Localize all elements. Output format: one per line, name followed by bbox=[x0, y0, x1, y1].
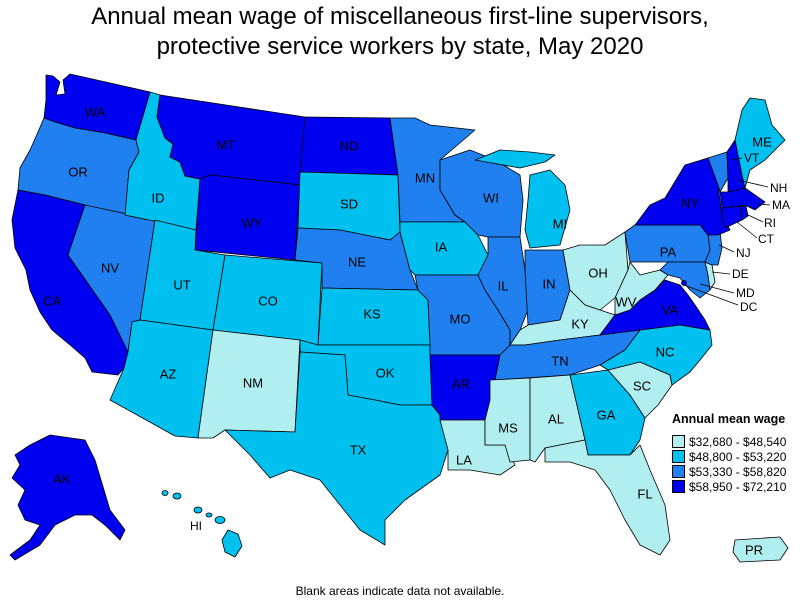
state-CT[interactable] bbox=[721, 205, 743, 229]
state-HI[interactable] bbox=[161, 490, 243, 558]
map-title-line-2: protective service workers by state, May… bbox=[156, 33, 644, 60]
label-KY: KY bbox=[571, 316, 589, 331]
label-AK: AK bbox=[53, 471, 71, 486]
label-WI: WI bbox=[483, 190, 499, 205]
state-FL[interactable] bbox=[544, 439, 671, 556]
state-MI[interactable] bbox=[474, 149, 571, 249]
label-MN: MN bbox=[415, 170, 435, 185]
label-KS: KS bbox=[363, 306, 381, 321]
label-CA: CA bbox=[43, 293, 61, 308]
label-WA: WA bbox=[85, 104, 106, 119]
state-NE[interactable] bbox=[294, 227, 419, 291]
legend-item-1: $32,680 - $48,540 bbox=[672, 434, 800, 449]
label-NM: NM bbox=[243, 375, 263, 390]
label-NJ: NJ bbox=[736, 246, 751, 260]
label-MD: MD bbox=[736, 286, 755, 300]
legend-label-4: $58,950 - $72,210 bbox=[689, 479, 787, 494]
legend-label-3: $53,330 - $58,820 bbox=[689, 464, 787, 479]
legend-swatch-4 bbox=[672, 480, 685, 493]
state-IL[interactable] bbox=[477, 236, 529, 346]
state-NJ[interactable] bbox=[704, 231, 723, 266]
state-DC[interactable] bbox=[681, 280, 687, 286]
legend-item-3: $53,330 - $58,820 bbox=[672, 464, 800, 479]
state-AK[interactable] bbox=[9, 434, 126, 561]
legend-item-2: $48,800 - $53,220 bbox=[672, 449, 800, 464]
legend: Annual mean wage $32,680 - $48,540 $48,8… bbox=[672, 412, 800, 494]
label-AL: AL bbox=[548, 411, 564, 426]
label-DC: DC bbox=[740, 300, 758, 314]
legend-label-1: $32,680 - $48,540 bbox=[689, 434, 787, 449]
label-IA: IA bbox=[435, 239, 448, 254]
label-AR: AR bbox=[452, 376, 470, 391]
label-FL: FL bbox=[637, 486, 652, 501]
label-MA: MA bbox=[772, 198, 790, 212]
label-LA: LA bbox=[456, 452, 472, 467]
legend-swatch-3 bbox=[672, 465, 685, 478]
state-RI[interactable] bbox=[739, 205, 749, 221]
label-PR: PR bbox=[745, 542, 763, 557]
label-OR: OR bbox=[68, 164, 88, 179]
label-HI: HI bbox=[190, 519, 202, 533]
label-NH: NH bbox=[770, 181, 787, 195]
label-SC: SC bbox=[633, 378, 651, 393]
label-IL: IL bbox=[498, 278, 509, 293]
state-ME[interactable] bbox=[734, 97, 786, 189]
legend-label-2: $48,800 - $53,220 bbox=[689, 449, 787, 464]
legend-swatch-1 bbox=[672, 435, 685, 448]
state-NY[interactable] bbox=[634, 157, 731, 236]
label-AZ: AZ bbox=[160, 366, 177, 381]
label-SD: SD bbox=[340, 196, 358, 211]
label-ME: ME bbox=[752, 134, 772, 149]
label-WV: WV bbox=[616, 294, 637, 309]
label-RI: RI bbox=[764, 216, 776, 230]
state-VT[interactable] bbox=[707, 151, 729, 193]
label-NV: NV bbox=[101, 260, 119, 275]
label-NE: NE bbox=[348, 254, 366, 269]
map-title-line-1: Annual mean wage of miscellaneous first-… bbox=[91, 3, 709, 30]
state-WY[interactable] bbox=[194, 174, 301, 261]
label-NC: NC bbox=[656, 344, 675, 359]
label-NY: NY bbox=[681, 195, 699, 210]
label-UT: UT bbox=[173, 277, 190, 292]
label-MS: MS bbox=[498, 420, 518, 435]
label-OK: OK bbox=[376, 365, 395, 380]
label-CT: CT bbox=[758, 232, 775, 246]
legend-swatch-2 bbox=[672, 450, 685, 463]
label-CO: CO bbox=[258, 293, 278, 308]
label-OH: OH bbox=[588, 265, 608, 280]
label-TX: TX bbox=[350, 442, 367, 457]
label-DE: DE bbox=[732, 267, 749, 281]
label-ID: ID bbox=[152, 190, 165, 205]
legend-title: Annual mean wage bbox=[672, 412, 786, 426]
label-IN: IN bbox=[543, 276, 556, 291]
label-GA: GA bbox=[597, 407, 616, 422]
label-VA: VA bbox=[662, 302, 679, 317]
label-ND: ND bbox=[340, 138, 359, 153]
label-VT: VT bbox=[744, 151, 760, 165]
state-TX[interactable] bbox=[224, 351, 449, 546]
state-PR[interactable] bbox=[732, 536, 789, 563]
label-MT: MT bbox=[217, 137, 236, 152]
label-TN: TN bbox=[551, 353, 568, 368]
label-WY: WY bbox=[242, 215, 263, 230]
label-MI: MI bbox=[553, 216, 567, 231]
label-PA: PA bbox=[660, 244, 677, 259]
legend-item-4: $58,950 - $72,210 bbox=[672, 479, 800, 494]
label-leader-lines bbox=[683, 157, 771, 306]
label-MO: MO bbox=[450, 311, 471, 326]
map-title: Annual mean wage of miscellaneous first-… bbox=[0, 2, 800, 62]
footnote: Blank areas indicate data not available. bbox=[295, 584, 505, 598]
